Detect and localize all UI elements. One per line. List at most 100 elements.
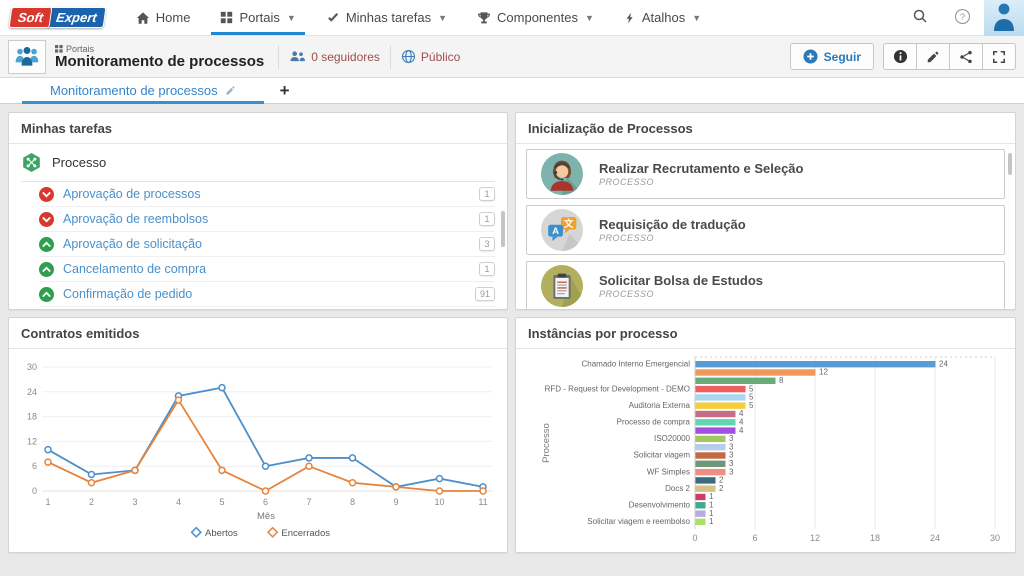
task-link[interactable]: Aprovação de solicitação [63, 237, 202, 251]
svg-text:4: 4 [176, 497, 181, 507]
line-chart-body: 0 6 12 18 24 30 1 2 3 4 5 6 7 8 9 10 11 Mês Abertos Encerra… [9, 349, 507, 552]
info-button[interactable] [883, 43, 917, 70]
navbar-right: ? [899, 0, 1024, 36]
svg-text:24: 24 [27, 387, 37, 397]
nav-item-componentes[interactable]: Componentes ▼ [462, 0, 609, 35]
svg-text:3: 3 [132, 497, 137, 507]
fullscreen-button[interactable] [982, 43, 1016, 70]
expand-icon [992, 50, 1006, 64]
follow-button[interactable]: Seguir [789, 43, 874, 70]
svg-text:Mês: Mês [257, 511, 275, 522]
process-card-title: Requisição de tradução [599, 216, 746, 232]
bar-3[interactable] [695, 385, 746, 393]
trend-up-icon [39, 286, 54, 302]
bar-0[interactable] [695, 361, 936, 368]
nav-item-atalhos[interactable]: Atalhos ▼ [609, 0, 716, 35]
nav-item-label: Home [155, 10, 191, 25]
tasks-check-icon [326, 11, 340, 25]
edit-tab-icon[interactable] [225, 85, 236, 96]
share-button[interactable] [949, 43, 983, 70]
svg-text:3: 3 [729, 459, 734, 468]
add-tab-button[interactable]: + [279, 80, 290, 100]
bar-5[interactable] [695, 402, 746, 409]
visibility-badge[interactable]: Público [401, 49, 460, 64]
bar-13[interactable] [695, 468, 726, 476]
task-row: Aprovação de processos 1 [39, 182, 495, 207]
process-card[interactable]: Solicitar Bolsa de Estudos PROCESSO [526, 261, 1005, 309]
bar-16[interactable] [695, 493, 706, 501]
svg-text:WF Simples: WF Simples [647, 467, 690, 476]
task-group-processo[interactable]: Processo [21, 144, 495, 182]
page-actions: Seguir [789, 43, 1016, 70]
grid-icon [55, 44, 63, 53]
followers-label: 0 seguidores [311, 49, 380, 64]
user-avatar[interactable] [984, 0, 1024, 36]
svg-text:3: 3 [729, 442, 734, 451]
edit-button[interactable] [916, 43, 950, 70]
followers-count[interactable]: 0 seguidores [289, 50, 380, 64]
visibility-label: Público [420, 49, 461, 64]
bar-17[interactable] [695, 502, 706, 509]
svg-text:4: 4 [739, 418, 744, 427]
nav-item-portais[interactable]: Portais ▼ [205, 0, 310, 35]
bar-12[interactable] [695, 460, 726, 467]
tab-monitoramento-de-processos[interactable]: Monitoramento de processos [22, 78, 264, 104]
svg-text:18: 18 [27, 412, 37, 422]
svg-text:Abertos: Abertos [205, 528, 238, 539]
task-list: Aprovação de processos 1 Aprovação de reem… [9, 182, 507, 309]
task-link[interactable]: Aprovação de processos [63, 187, 201, 201]
bar-2[interactable] [695, 377, 776, 384]
legend-item-Abertos[interactable]: Abertos [190, 526, 238, 539]
nav-item-minhas-tarefas[interactable]: Minhas tarefas ▼ [311, 0, 462, 35]
bar-14[interactable] [695, 477, 716, 484]
task-row: Aprovação de reembolsos 1 [39, 207, 495, 232]
bar-18[interactable] [695, 510, 706, 517]
task-count-badge: 1 [479, 187, 495, 201]
trend-down-icon [39, 211, 54, 227]
legend-item-Encerrados[interactable]: Encerrados [266, 526, 330, 539]
process-card[interactable]: 文 A Requisição de tradução PROCESSO [526, 205, 1005, 255]
bar-8[interactable] [695, 427, 736, 434]
bar-6[interactable] [695, 410, 736, 418]
bar-11[interactable] [695, 452, 726, 459]
task-link[interactable]: Confirmação de pedido [63, 287, 193, 301]
bar-7[interactable] [695, 419, 736, 426]
task-row: Cancelamento de compra 1 [39, 257, 495, 282]
task-link[interactable]: Aprovação de reembolsos [63, 212, 209, 226]
svg-text:Solicitar viagem e reembolso: Solicitar viagem e reembolso [587, 517, 690, 526]
task-link[interactable]: Cancelamento de compra [63, 262, 207, 276]
help-button[interactable]: ? [954, 8, 971, 28]
panel-instancias-por-processo: Instâncias por processo 0 6 12 18 24 30 24 Cham… [515, 317, 1016, 553]
process-card[interactable]: Realizar Recrutamento e Seleção PROCESSO [526, 149, 1005, 199]
svg-text:12: 12 [27, 436, 37, 446]
bar-1[interactable] [695, 369, 816, 376]
page-titles: Portais Monitoramento de processos [55, 44, 264, 70]
bar-4[interactable] [695, 394, 746, 401]
svg-text:2: 2 [719, 476, 724, 485]
bar-15[interactable] [695, 485, 716, 492]
svg-text:3: 3 [729, 451, 734, 460]
svg-text:Desenvolvimento: Desenvolvimento [629, 501, 691, 510]
svg-text:4: 4 [739, 409, 744, 418]
caret-down-icon: ▼ [692, 12, 702, 23]
bar-9[interactable] [695, 435, 726, 443]
softexpert-logo[interactable]: Soft Expert [8, 0, 108, 35]
panel-title: Contratos emitidos [9, 318, 507, 349]
svg-text:1: 1 [45, 497, 50, 507]
question-icon: ? [954, 8, 971, 28]
scrollbar[interactable] [1008, 153, 1012, 175]
panel-contratos-emitidos: Contratos emitidos 0 6 12 18 24 30 1 2 3 4 5 6 7 8 9 10… [8, 317, 508, 553]
svg-text:30: 30 [27, 362, 37, 372]
svg-text:RFD - Request for Development: RFD - Request for Development - DEMO [545, 384, 690, 393]
bar-10[interactable] [695, 444, 726, 451]
nav-item-label: Portais [239, 10, 280, 25]
followers-icon [289, 50, 306, 63]
follow-label: Seguir [823, 49, 861, 64]
search-button[interactable] [912, 8, 928, 27]
process-card-subtitle: PROCESSO [599, 177, 655, 188]
scrollbar[interactable] [501, 211, 505, 247]
process-hexagon-icon [21, 152, 42, 173]
y-axis-label: Processo [541, 423, 552, 463]
nav-item-home[interactable]: Home [121, 0, 206, 35]
bar-19[interactable] [695, 518, 706, 526]
